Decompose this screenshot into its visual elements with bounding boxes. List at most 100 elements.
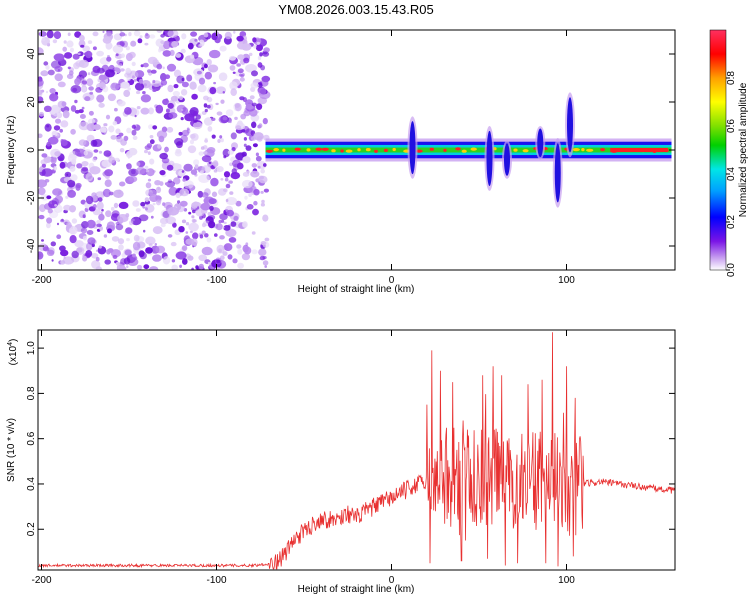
noise-blob — [41, 168, 53, 177]
noise-blob — [82, 214, 86, 219]
noise-blob — [243, 110, 251, 117]
noise-blob — [241, 43, 252, 51]
noise-blob — [52, 188, 63, 196]
noise-blob — [74, 78, 81, 86]
noise-blob — [181, 81, 189, 88]
noise-blob — [211, 191, 218, 198]
noise-blob — [71, 218, 78, 224]
noise-blob — [229, 65, 236, 71]
noise-blob — [166, 63, 177, 72]
noise-blob — [47, 136, 59, 145]
noise-blob — [131, 61, 136, 67]
noise-blob — [137, 38, 143, 44]
noise-blob — [63, 204, 71, 211]
noise-blob — [110, 135, 117, 140]
noise-blob — [110, 82, 120, 91]
signal-core-blob — [581, 148, 585, 152]
noise-blob — [227, 254, 233, 260]
noise-blob — [86, 219, 96, 229]
noise-blob — [59, 249, 69, 257]
spectrogram-x-tick-label: 0 — [389, 275, 395, 286]
noise-blob — [75, 184, 81, 191]
signal-core-blob — [429, 147, 434, 151]
noise-blob — [60, 139, 65, 144]
noise-blob — [222, 251, 228, 256]
noise-blob — [46, 249, 55, 256]
noise-blob — [91, 260, 101, 269]
noise-blob — [115, 261, 120, 266]
noise-blob — [118, 244, 124, 251]
noise-blob — [38, 78, 44, 87]
noise-blob — [237, 54, 245, 60]
snr-x-tick-label: -200 — [31, 575, 51, 586]
noise-blob — [144, 33, 150, 39]
noise-blob — [241, 253, 250, 261]
noise-blob — [201, 155, 212, 163]
noise-blob — [198, 263, 204, 270]
noise-blob — [148, 189, 157, 197]
noise-blob — [190, 133, 199, 141]
noise-blob — [223, 171, 231, 178]
noise-blob — [80, 227, 88, 234]
noise-blob — [46, 124, 50, 128]
noise-blob — [163, 40, 171, 50]
noise-blob — [67, 32, 71, 37]
noise-blob — [223, 221, 227, 225]
noise-blob — [227, 150, 234, 155]
noise-blob — [208, 220, 216, 229]
noise-blob — [128, 51, 136, 59]
noise-blob — [198, 77, 206, 85]
noise-blob — [125, 46, 130, 51]
noise-blob — [233, 30, 236, 34]
noise-blob — [180, 48, 186, 54]
spectrogram-x-tick-label: 100 — [558, 275, 575, 286]
noise-blob — [203, 32, 209, 38]
noise-blob — [96, 50, 104, 57]
signal-core-blob — [572, 148, 580, 152]
noise-blob — [229, 55, 237, 61]
noise-blob — [38, 47, 44, 56]
noise-blob — [262, 51, 270, 57]
noise-blob — [203, 117, 213, 126]
noise-blob — [102, 188, 111, 198]
noise-blob — [133, 30, 141, 37]
noise-blob — [156, 130, 168, 139]
noise-blob — [62, 46, 67, 52]
noise-blob — [81, 166, 88, 172]
noise-blob — [74, 109, 80, 114]
noise-blob — [145, 207, 148, 211]
noise-blob — [149, 158, 155, 165]
colorbar-tick-label: 0.8 — [726, 71, 737, 85]
noise-blob — [106, 30, 112, 37]
noise-blob — [183, 180, 194, 189]
noise-blob — [245, 145, 252, 151]
noise-blob — [82, 255, 88, 262]
noise-blob — [193, 159, 200, 166]
noise-blob — [167, 84, 174, 93]
noise-blob — [198, 151, 204, 156]
noise-blob — [166, 164, 174, 171]
noise-blob — [173, 69, 182, 78]
noise-blob — [115, 128, 121, 134]
noise-blob — [107, 93, 116, 102]
noise-blob — [56, 222, 60, 226]
noise-blob — [256, 161, 267, 170]
noise-blob — [43, 61, 49, 66]
noise-blob — [251, 163, 257, 168]
noise-blob — [160, 73, 167, 82]
noise-blob — [140, 94, 151, 103]
noise-blob — [204, 233, 209, 238]
noise-blob — [132, 241, 141, 251]
noise-blob — [136, 161, 141, 167]
noise-blob — [204, 108, 208, 113]
noise-blob — [131, 129, 137, 136]
noise-blob — [38, 214, 45, 220]
noise-blob — [119, 148, 125, 153]
signal-core-blob — [392, 147, 396, 152]
noise-blob — [96, 94, 105, 103]
noise-blob — [223, 243, 233, 252]
noise-blob — [228, 237, 237, 243]
noise-blob — [164, 74, 171, 79]
noise-blob — [185, 231, 189, 234]
noise-blob — [234, 116, 238, 120]
